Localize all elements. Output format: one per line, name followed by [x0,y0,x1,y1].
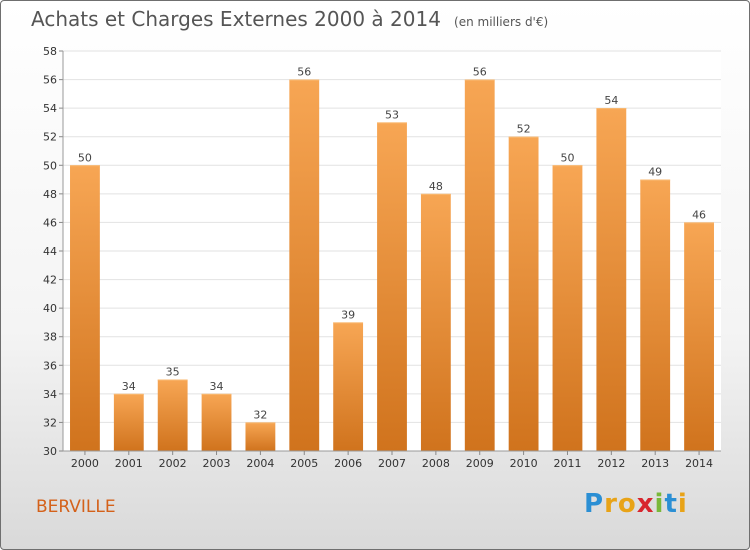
logo-letter: i [677,489,688,519]
bar-2007 [377,122,407,451]
x-tick-label-2002: 2002 [159,457,187,470]
bar-2004 [245,422,276,451]
y-tick-label: 52 [43,131,57,144]
y-tick-label: 46 [43,216,57,229]
x-tick-label-2010: 2010 [510,457,538,470]
title-row: Achats et Charges Externes 2000 à 2014 (… [31,7,548,31]
logo-letter: i [654,489,665,519]
data-label-2012: 54 [604,94,618,107]
bar-2009 [464,79,495,452]
x-tick-label-2000: 2000 [71,457,99,470]
y-tick-label: 54 [43,102,57,115]
data-label-2002: 35 [166,366,180,379]
logo-letter: x [636,489,655,519]
x-tick-label-2005: 2005 [290,457,318,470]
x-tick-label-2004: 2004 [246,457,274,470]
x-tick-label-2014: 2014 [685,457,713,470]
bar-2003 [201,393,232,451]
proxiti-logo: Proxiti [584,489,688,519]
bar-2006 [333,322,364,451]
labels: 30 32 34 36 38 40 42 44 46 48 50 52 54 56 58 50 2000 34 20… [43,45,713,470]
y-tick-label: 58 [43,45,57,58]
bar-2002 [157,379,188,451]
bar-2014 [684,222,714,451]
bar-2010 [508,136,539,451]
data-label-2010: 52 [517,123,531,136]
chart-title: Achats et Charges Externes 2000 à 2014 [31,7,441,31]
logo-letter: t [664,489,678,519]
data-label-2006: 39 [341,308,355,321]
x-tick-label-2003: 2003 [203,457,231,470]
bar-2001 [113,393,144,451]
data-label-2004: 32 [253,408,267,421]
x-tick-label-2008: 2008 [422,457,450,470]
data-label-2003: 34 [210,380,224,393]
x-tick-label-2013: 2013 [641,457,669,470]
axes [59,50,721,455]
data-label-2011: 50 [560,151,574,164]
bar-2008 [420,193,451,451]
x-tick-label-2012: 2012 [597,457,625,470]
x-tick-label-2011: 2011 [553,457,581,470]
bar-2012 [596,108,627,452]
bars [70,79,714,452]
x-tick-label-2001: 2001 [115,457,143,470]
data-label-2005: 56 [297,66,311,79]
x-tick-label-2009: 2009 [466,457,494,470]
y-tick-label: 30 [43,445,57,458]
y-tick-label: 56 [43,74,57,87]
bar-2005 [289,79,320,452]
y-tick-label: 44 [43,245,57,258]
y-tick-label: 40 [43,302,57,315]
logo-letter: r [604,489,618,519]
logo-letter: o [617,489,637,519]
data-label-2013: 49 [648,166,662,179]
bar-2013 [640,179,671,452]
data-label-2009: 56 [473,66,487,79]
data-label-2007: 53 [385,108,399,121]
place-name: BERVILLE [36,497,116,517]
data-label-2000: 50 [78,151,92,164]
y-tick-label: 50 [43,159,57,172]
y-tick-label: 34 [43,388,57,401]
bar-2000 [70,165,100,452]
bar-2011 [552,165,583,452]
y-tick-label: 48 [43,188,57,201]
y-tick-label: 38 [43,331,57,344]
data-label-2014: 46 [692,208,706,221]
y-tick-label: 36 [43,359,57,372]
logo-letter: P [584,489,605,519]
y-tick-label: 32 [43,416,57,429]
y-tick-label: 42 [43,274,57,287]
x-tick-label-2006: 2006 [334,457,362,470]
data-label-2008: 48 [429,180,443,193]
x-tick-label-2007: 2007 [378,457,406,470]
data-label-2001: 34 [122,380,136,393]
chart-unit: (en milliers d'€) [454,15,549,29]
